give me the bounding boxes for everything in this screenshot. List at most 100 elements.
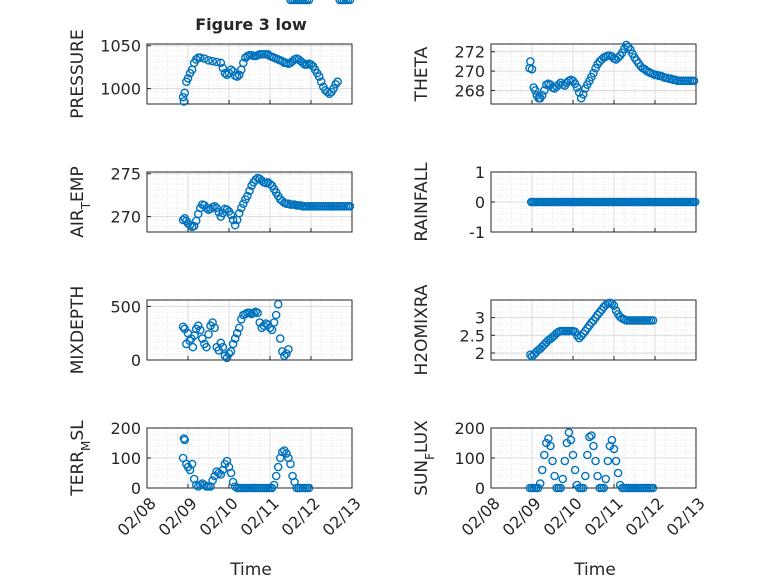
subplot-5: 0 500 MIXDEPTH (68, 0, 353, 375)
data-point (210, 201, 219, 211)
data-point (599, 483, 609, 493)
data-point (345, 0, 355, 5)
data-point (282, 349, 291, 358)
data-point (304, 0, 314, 5)
data-point (526, 57, 535, 66)
data-point (273, 299, 283, 309)
y-tick-label: 0 (475, 193, 485, 212)
y-axis-label: SUNFLUX (412, 420, 437, 496)
data-point (220, 351, 230, 361)
data-point (234, 70, 244, 80)
data-point (193, 321, 203, 331)
data-point (267, 325, 277, 335)
data-point (603, 456, 613, 466)
data-point (189, 221, 199, 231)
data-point (202, 203, 211, 213)
data-point (314, 72, 324, 81)
y-tick-label: 0 (475, 479, 485, 498)
y-tick-label: 2 (475, 344, 485, 363)
data-point (284, 344, 293, 354)
subplot-1: 1000 1050 PRESSURE (68, 0, 355, 119)
data-point (208, 476, 217, 485)
data-point (583, 450, 592, 460)
axes-box (490, 43, 697, 105)
data-point (576, 331, 586, 341)
data-point (345, 201, 355, 211)
data-point (216, 470, 226, 479)
data-point (585, 432, 594, 442)
y-axis-label: TERRMSL (68, 420, 93, 497)
data-point (230, 220, 240, 230)
data-point (271, 310, 281, 320)
data-point (589, 441, 598, 451)
data-point (566, 435, 576, 445)
data-point (195, 480, 205, 490)
data-point (188, 342, 198, 352)
data-point (273, 462, 283, 472)
y-tick-label: 500 (110, 297, 141, 316)
y-tick-label: 200 (110, 419, 141, 438)
data-point (613, 468, 623, 478)
data-point (232, 328, 242, 338)
data-point (212, 57, 221, 67)
figure-title: Figure 3 low (195, 15, 307, 34)
y-axis-label: PRESSURE (68, 29, 88, 118)
data-point (234, 323, 244, 333)
data-point (331, 79, 340, 89)
data-point (180, 435, 190, 445)
data-point (253, 308, 263, 318)
data-point (269, 480, 279, 490)
subplot-4: -1 0 1 RAINFALL (412, 162, 700, 242)
data-point (224, 349, 234, 358)
data-point (179, 97, 189, 106)
y-tick-label: 1050 (100, 37, 141, 56)
data-point (204, 55, 213, 65)
data-point (648, 483, 658, 493)
y-axis-label: MIXDEPTH (68, 286, 88, 375)
axes-box (146, 171, 353, 233)
data-point (527, 64, 537, 74)
data-point (251, 175, 260, 185)
data-point (245, 186, 254, 196)
data-point (236, 314, 246, 324)
data-point (208, 56, 217, 66)
data-point (304, 483, 314, 493)
data-point (282, 449, 291, 458)
data-point (535, 479, 545, 488)
data-point (228, 477, 238, 487)
data-point (533, 483, 543, 493)
data-point (191, 480, 201, 490)
data-point (232, 72, 242, 81)
data-point (607, 299, 617, 308)
data-point (578, 90, 588, 99)
subplot-3: 270 275 AIRTEMP (68, 165, 355, 238)
data-point (560, 456, 570, 466)
data-point (218, 342, 228, 352)
data-point (546, 441, 555, 451)
data-point (226, 210, 236, 220)
data-point (222, 353, 232, 363)
data-point (202, 342, 211, 352)
data-point (648, 316, 658, 325)
y-axis-label: THETA (412, 46, 432, 102)
data-point (306, 60, 316, 69)
data-point (178, 92, 188, 102)
y-tick-label: 275 (110, 165, 141, 184)
data-point (277, 447, 287, 457)
axes-box (146, 299, 353, 361)
data-point (601, 300, 611, 310)
data-point (558, 474, 568, 484)
data-point (183, 73, 193, 83)
data-point (218, 63, 228, 73)
y-tick-label: 100 (454, 449, 485, 468)
y-tick-label: 0 (131, 351, 141, 370)
y-tick-label: 270 (110, 208, 141, 227)
data-point (572, 83, 582, 92)
axes-box (490, 299, 697, 361)
data-point (212, 203, 221, 213)
y-axis-label: H2OMIXRA (412, 284, 432, 375)
data-point (208, 318, 217, 327)
data-point (286, 459, 295, 469)
y-tick-label: 0 (131, 479, 141, 498)
axes-box (146, 43, 353, 105)
